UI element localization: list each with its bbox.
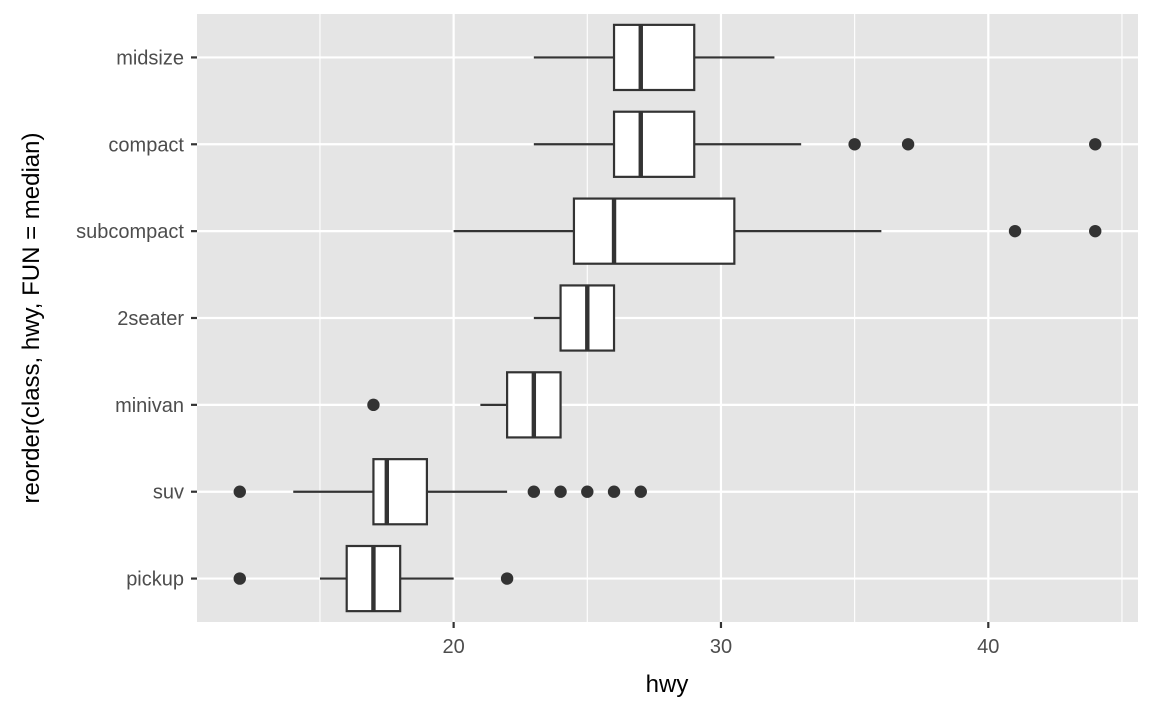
y-tick-label: subcompact	[76, 221, 184, 243]
outlier-point	[1089, 138, 1102, 151]
box-suv	[233, 458, 647, 526]
outlier-point	[500, 572, 514, 585]
y-tick-label: minivan	[115, 395, 184, 417]
outlier-point	[1089, 224, 1102, 238]
outlier-point	[527, 485, 541, 498]
y-tick-label: pickup	[126, 569, 184, 591]
outlier-point	[233, 485, 246, 498]
y-tick-label: suv	[153, 482, 184, 504]
box-2seater	[533, 284, 616, 352]
y-tick-label: compact	[108, 134, 184, 156]
box-midsize	[533, 23, 775, 92]
axes: midsize compact subcompact 2seater minivan su…	[76, 47, 999, 658]
outlier-point	[554, 485, 567, 498]
outlier-point	[367, 398, 380, 412]
boxes	[233, 23, 1102, 613]
outlier-point	[607, 485, 621, 498]
iqr-box	[612, 110, 696, 178]
y-tick-label: 2seater	[117, 308, 184, 330]
box-compact	[533, 110, 1102, 178]
outlier-point	[901, 138, 915, 151]
box-subcompact	[453, 197, 1102, 265]
x-tick-label: 40	[977, 636, 999, 658]
y-tick-label: midsize	[116, 47, 184, 69]
iqr-box	[572, 197, 736, 265]
outlier-point	[233, 572, 246, 585]
outlier-point	[1008, 224, 1022, 238]
outlier-point	[848, 138, 861, 151]
outlier-point	[581, 485, 594, 498]
iqr-box	[612, 23, 696, 92]
box-minivan	[367, 371, 562, 439]
outlier-point	[634, 485, 647, 498]
y-axis-title: reorder(class, hwy, FUN = median)	[18, 133, 45, 504]
x-tick-label: 20	[443, 636, 465, 658]
x-tick-label: 30	[710, 636, 732, 658]
box-pickup	[233, 544, 514, 613]
iqr-box	[372, 458, 429, 526]
x-axis-title: hwy	[646, 671, 689, 698]
